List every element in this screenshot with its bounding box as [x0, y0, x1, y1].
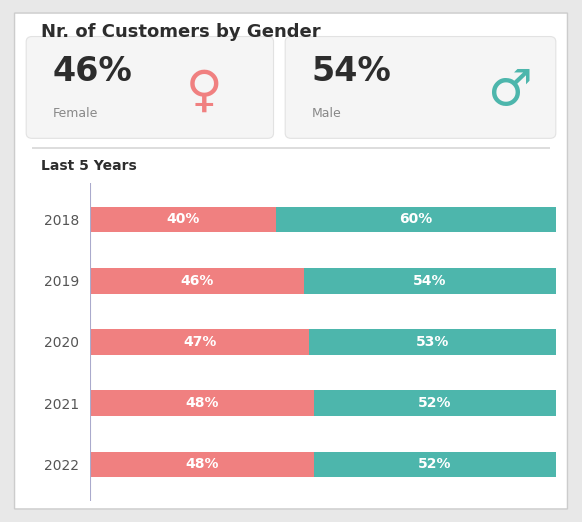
Text: 48%: 48%	[185, 457, 219, 471]
Bar	[90, 329, 309, 355]
Text: ♂: ♂	[487, 67, 532, 115]
Text: 52%: 52%	[418, 457, 452, 471]
Text: 40%: 40%	[166, 212, 200, 227]
Bar	[309, 329, 556, 355]
Text: 54%: 54%	[311, 55, 391, 88]
Text: 53%: 53%	[416, 335, 449, 349]
Text: 46%: 46%	[180, 274, 214, 288]
Text: Male: Male	[311, 107, 341, 120]
Text: 52%: 52%	[418, 396, 452, 410]
Text: 60%: 60%	[399, 212, 433, 227]
Bar	[90, 207, 276, 232]
Text: 48%: 48%	[185, 396, 219, 410]
Text: 54%: 54%	[413, 274, 447, 288]
Bar	[314, 452, 556, 477]
Bar	[304, 268, 556, 293]
Bar	[90, 268, 304, 293]
Bar	[314, 390, 556, 416]
Text: Nr. of Customers by Gender: Nr. of Customers by Gender	[41, 23, 320, 41]
Text: 46%: 46%	[52, 55, 132, 88]
Text: 47%: 47%	[183, 335, 217, 349]
Text: Female: Female	[52, 107, 98, 120]
Text: Last 5 Years: Last 5 Years	[41, 159, 137, 173]
Bar	[90, 390, 314, 416]
Bar	[276, 207, 556, 232]
Bar	[90, 452, 314, 477]
Text: ♀: ♀	[186, 67, 222, 115]
